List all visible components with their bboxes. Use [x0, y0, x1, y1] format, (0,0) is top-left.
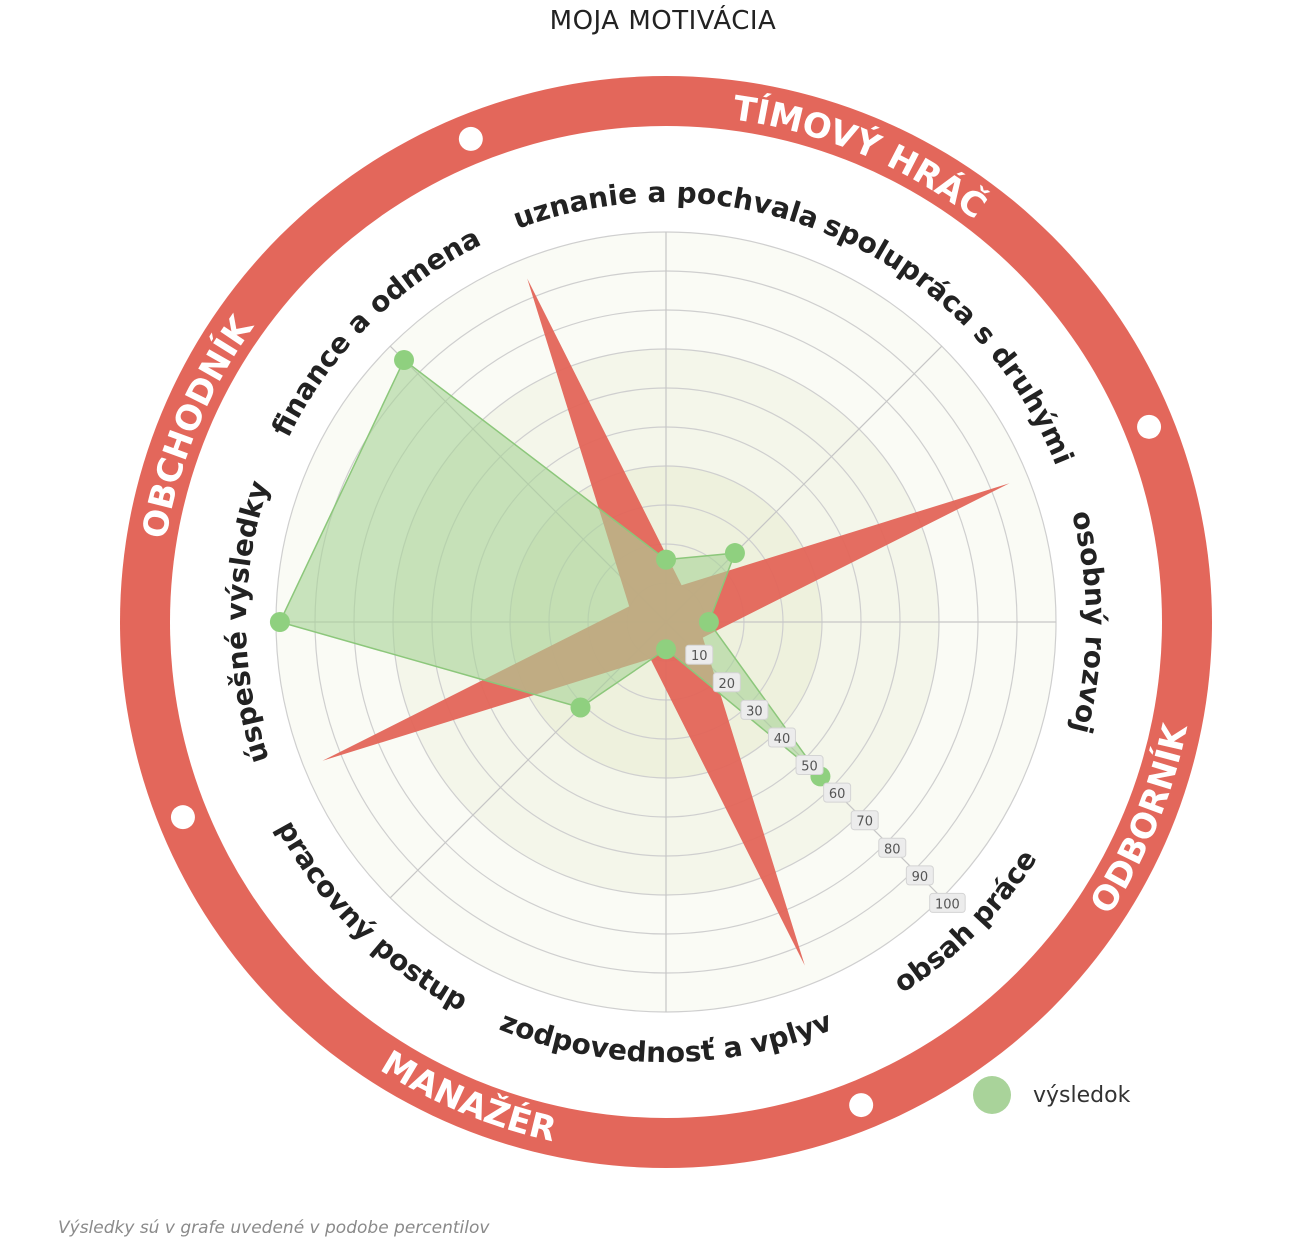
tick-label: 80: [884, 842, 901, 857]
data-point-3[interactable]: [698, 612, 719, 632]
tick-label-bg: [740, 699, 769, 720]
tick-label-bg: [929, 892, 966, 913]
tick-label: 100: [935, 897, 960, 912]
legend[interactable]: výsledok: [973, 1076, 1130, 1114]
ring-dot: [849, 1093, 874, 1118]
footnote: Výsledky sú v grafe uvedené v podobe per…: [58, 1218, 490, 1238]
tick-label: 10: [691, 649, 708, 664]
tick-label: 90: [912, 870, 929, 885]
tick-label: 20: [719, 677, 736, 692]
legend-label: výsledok: [1033, 1082, 1131, 1108]
tick-label: 70: [856, 815, 873, 830]
tick-label-bg: [905, 865, 934, 886]
tick-label-bg: [767, 727, 796, 748]
chart-title: MOJA MOTIVÁCIA: [549, 6, 777, 36]
data-point-5[interactable]: [656, 639, 676, 660]
data-point-8[interactable]: [394, 350, 415, 371]
data-point-2[interactable]: [724, 543, 745, 564]
tick-label-bg: [712, 672, 741, 693]
ring-dot: [170, 805, 195, 830]
tick-label: 60: [829, 787, 846, 802]
ring-dot: [458, 126, 483, 151]
tick-label-bg: [685, 644, 714, 665]
tick-label-bg: [795, 755, 824, 776]
data-point-7[interactable]: [269, 612, 290, 632]
radial-tick-labels: 10 20 30 40 50 60 70 80 90 100: [685, 644, 966, 913]
ring-dot: [1137, 414, 1162, 439]
tick-label: 50: [801, 760, 818, 775]
data-point-1[interactable]: [656, 549, 676, 570]
tick-label-bg: [878, 837, 907, 858]
series-layer: [269, 350, 831, 787]
data-point-6[interactable]: [570, 697, 591, 718]
tick-label-bg: [850, 810, 879, 831]
tick-label: 30: [746, 704, 763, 719]
tick-label: 40: [774, 732, 791, 747]
legend-marker: [973, 1076, 1011, 1114]
tick-label-bg: [823, 782, 852, 803]
